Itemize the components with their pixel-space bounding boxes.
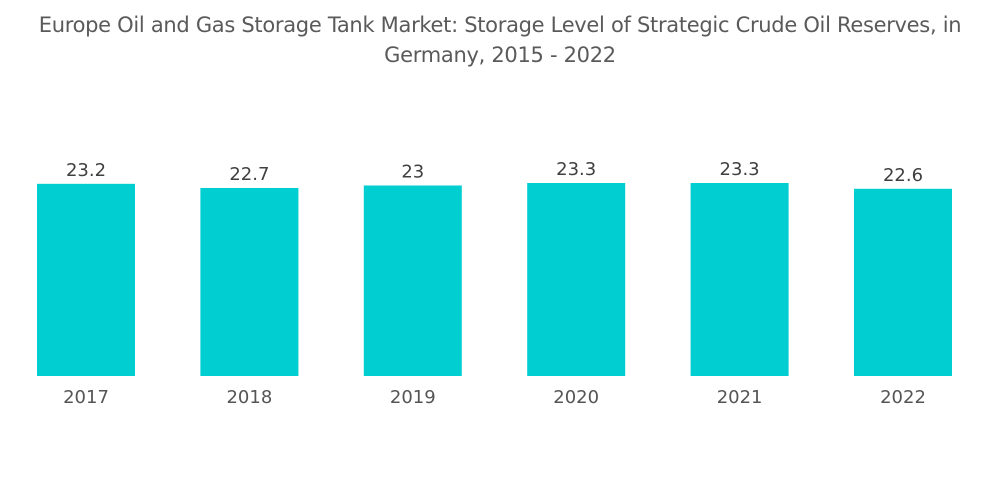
x-tick-2020: 2020: [553, 387, 599, 408]
value-labels-group: 23.2 22.7 23 23.3 23.3 22.6: [66, 159, 923, 186]
bar-2021: [690, 183, 789, 376]
value-label-2021: 23.3: [720, 159, 760, 180]
x-tick-2017: 2017: [63, 387, 109, 408]
x-tick-2022: 2022: [880, 387, 926, 408]
x-tick-labels-group: 2017 2018 2019 2020 2021 2022: [63, 387, 926, 408]
x-tick-2018: 2018: [226, 387, 272, 408]
bar-2019: [363, 185, 462, 376]
chart-title-line-2: Germany, 2015 - 2022: [384, 43, 616, 67]
chart-title-line-1: Europe Oil and Gas Storage Tank Market: …: [38, 13, 962, 37]
value-label-2019: 23: [401, 161, 424, 182]
value-label-2017: 23.2: [66, 160, 106, 181]
bar-2018: [200, 187, 299, 376]
bar-2022: [854, 188, 952, 376]
value-label-2018: 22.7: [229, 164, 269, 185]
bars-group: [37, 183, 952, 376]
x-tick-2019: 2019: [390, 387, 436, 408]
value-label-2022: 22.6: [883, 165, 923, 186]
x-tick-2021: 2021: [717, 387, 763, 408]
bar-2020: [527, 183, 626, 376]
chart-title: Europe Oil and Gas Storage Tank Market: …: [0, 10, 1000, 70]
bar-2017: [37, 183, 135, 376]
value-label-2020: 23.3: [556, 159, 596, 180]
